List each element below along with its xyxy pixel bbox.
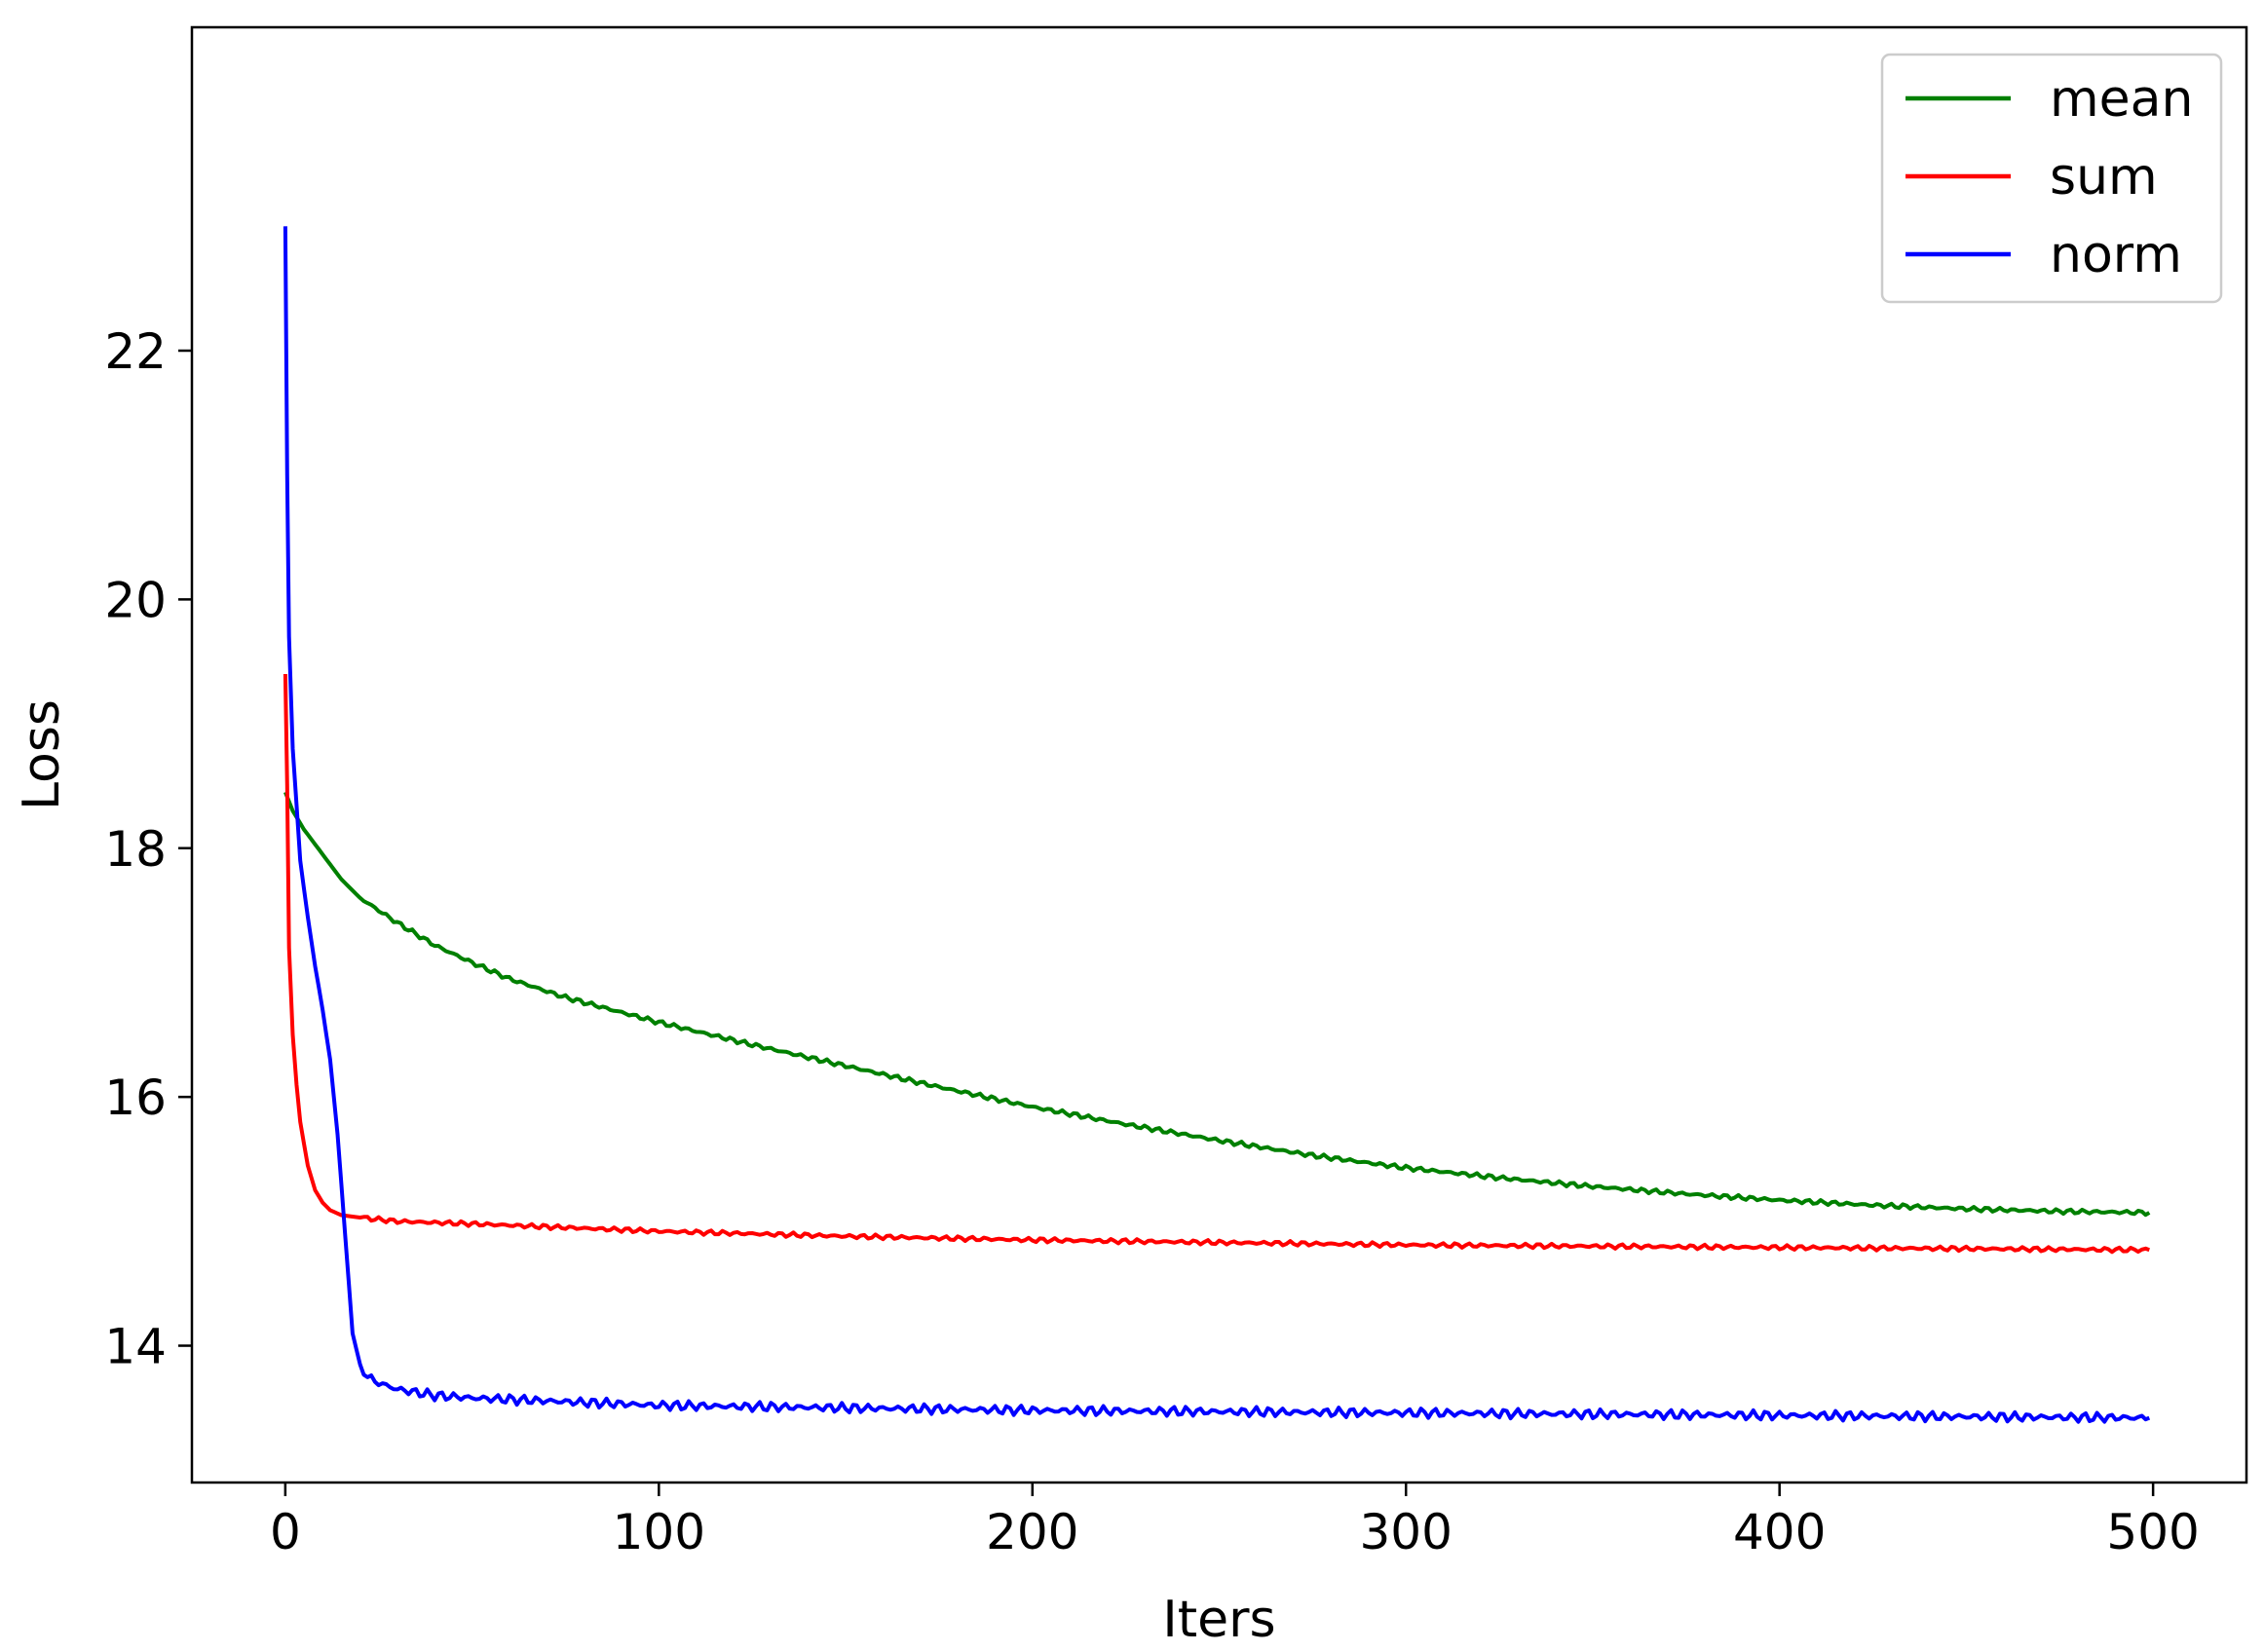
y-axis-label: Loss: [13, 699, 71, 810]
legend-label-norm: norm: [2050, 226, 2182, 284]
legend-box: [1880, 53, 2223, 304]
series-line-norm: [283, 226, 2151, 1424]
y-tick-label: 14: [104, 1319, 167, 1375]
x-tick-label: 200: [986, 1504, 1078, 1560]
x-axis-label: Iters: [1162, 1591, 1275, 1649]
series-lines: [283, 226, 2151, 1424]
x-tick-label: 0: [270, 1504, 301, 1560]
legend: mean sum norm: [1880, 53, 2223, 304]
legend-label-sum: sum: [2050, 148, 2158, 206]
x-tick-label: 100: [613, 1504, 705, 1560]
y-tick-label: 16: [104, 1070, 167, 1126]
x-tick-label: 400: [1733, 1504, 1826, 1560]
plot-area-frame: [190, 25, 2248, 1484]
axes: 0 100 200 300 400 500 14 16 18 20 22 Iters Loss: [13, 323, 2200, 1649]
y-tick-label: 18: [104, 821, 167, 878]
y-tick-label: 22: [104, 323, 167, 380]
y-tick-label: 20: [104, 572, 167, 628]
x-tick-label: 300: [1360, 1504, 1453, 1560]
x-tick-label: 500: [2106, 1504, 2199, 1560]
series-line-mean: [283, 791, 2151, 1218]
series-line-sum: [283, 673, 2150, 1255]
legend-label-mean: mean: [2050, 70, 2193, 129]
